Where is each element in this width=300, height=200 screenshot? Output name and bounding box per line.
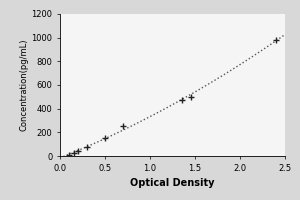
Y-axis label: Concentration(pg/mL): Concentration(pg/mL) [20, 39, 28, 131]
X-axis label: Optical Density: Optical Density [130, 178, 215, 188]
